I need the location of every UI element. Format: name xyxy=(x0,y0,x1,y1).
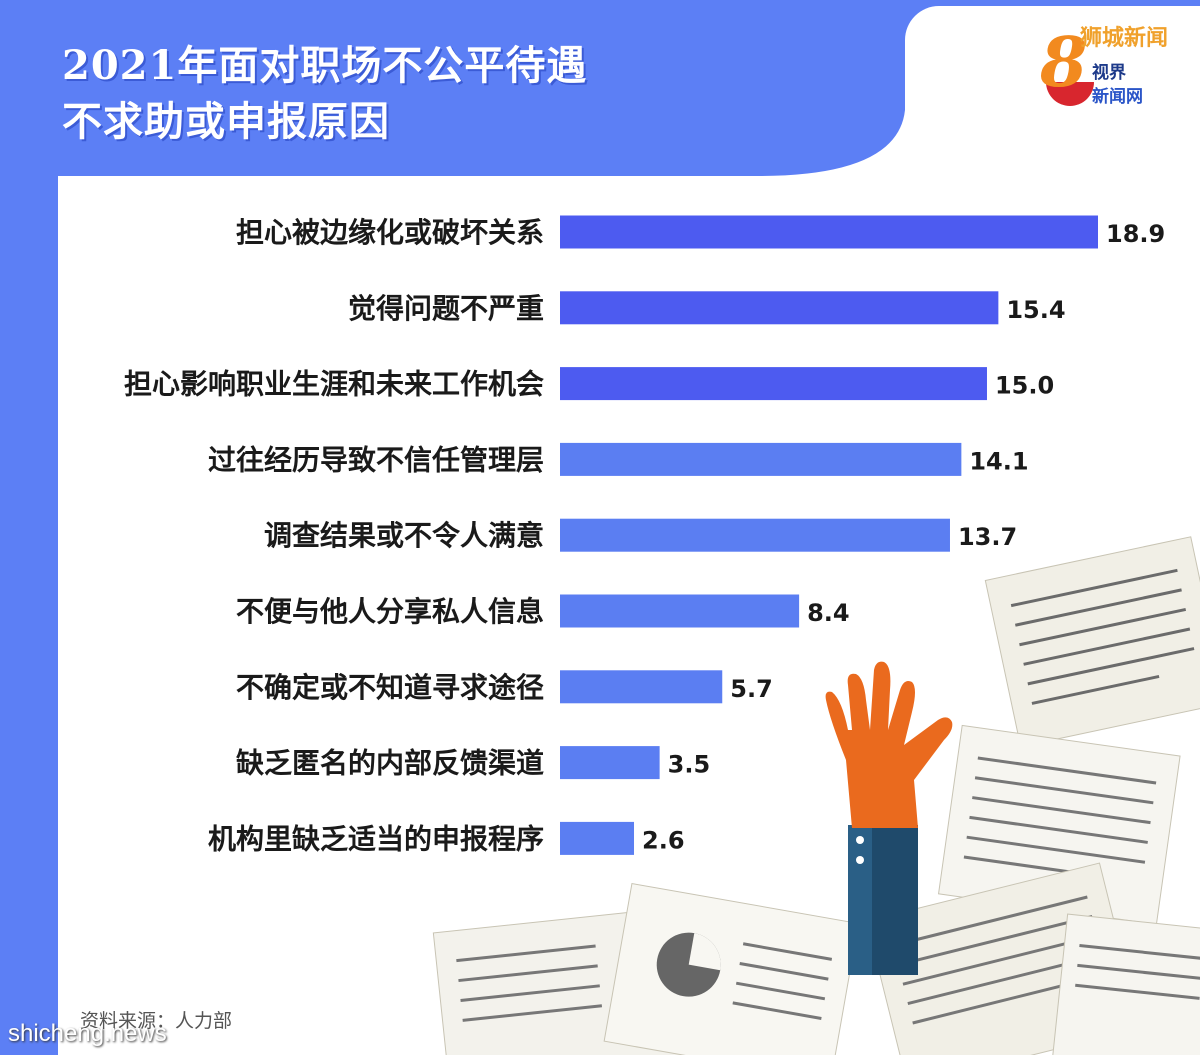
category-label: 担心被边缘化或破坏关系 xyxy=(236,216,544,249)
logo-digit: 8 xyxy=(1040,23,1088,103)
category-label: 机构里缺乏适当的申报程序 xyxy=(208,822,544,855)
bars-layer: 担心被边缘化或破坏关系 18.9 觉得问题不严重 15.4 担心影响职业生涯和未来工作机… xyxy=(124,215,1165,855)
category-label: 过往经历导致不信任管理层 xyxy=(208,443,544,476)
category-label: 缺乏匿名的内部反馈渠道 xyxy=(236,747,544,780)
category-label: 不便与他人分享私人信息 xyxy=(236,595,544,628)
chart-title: 2021年面对职场不公平待遇 不求助或申报原因 xyxy=(62,38,882,150)
value-label: 15.0 xyxy=(995,372,1054,400)
logo-top-text: 狮城新闻 xyxy=(1080,26,1169,51)
category-label: 调查结果或不令人满意 xyxy=(264,519,544,552)
bar xyxy=(560,367,987,401)
news-logo: 8 狮城新闻 视界 新闻网 xyxy=(1040,20,1190,110)
value-label: 5.7 xyxy=(730,675,773,703)
title-line-2: 不求助或申报原因 xyxy=(62,98,390,145)
bar xyxy=(560,670,723,704)
title-line-1: 2021年面对职场不公平待遇 xyxy=(62,42,588,89)
raised-hand-illustration xyxy=(825,661,953,975)
value-label: 8.4 xyxy=(807,599,850,627)
bar xyxy=(560,215,1098,249)
bar xyxy=(560,746,660,780)
value-label: 18.9 xyxy=(1106,220,1165,248)
category-label: 担心影响职业生涯和未来工作机会 xyxy=(124,368,544,401)
papers-illustration xyxy=(432,536,1200,1055)
value-label: 14.1 xyxy=(969,447,1028,475)
value-label: 2.6 xyxy=(642,826,685,854)
bar xyxy=(560,291,999,325)
category-label: 不确定或不知道寻求途径 xyxy=(236,671,544,704)
value-label: 13.7 xyxy=(958,523,1017,551)
bar xyxy=(560,442,962,476)
panel-top-curve xyxy=(58,110,1058,180)
category-label: 觉得问题不严重 xyxy=(348,292,544,325)
bar xyxy=(560,594,800,628)
bar xyxy=(560,518,950,552)
bar xyxy=(560,821,635,855)
value-label: 15.4 xyxy=(1006,296,1065,324)
logo-line-1: 视界 xyxy=(1092,63,1126,83)
value-label: 3.5 xyxy=(668,751,711,779)
site-watermark: shicheng.news xyxy=(8,1020,167,1047)
source-note: 资料来源：人力部 xyxy=(80,1010,233,1032)
logo-line-2: 新闻网 xyxy=(1092,87,1143,107)
